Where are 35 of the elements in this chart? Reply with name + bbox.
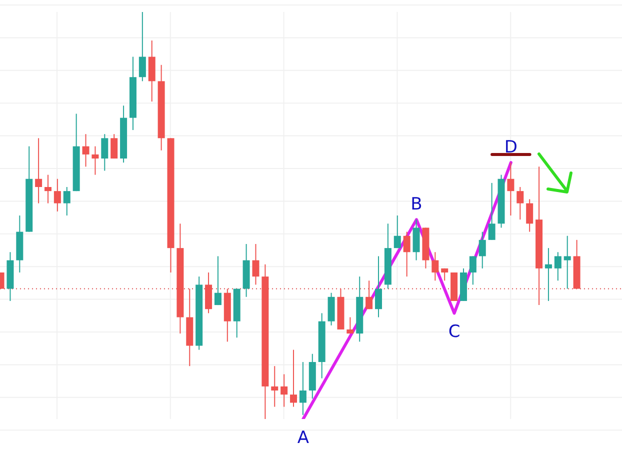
annotation: C <box>448 322 460 342</box>
candlestick <box>63 186 70 216</box>
candlestick <box>441 268 448 282</box>
candlestick <box>564 235 571 290</box>
candlestick <box>516 186 524 220</box>
candlestick <box>478 231 486 269</box>
candlestick <box>35 138 42 204</box>
candlestick <box>432 252 439 282</box>
candlestick <box>403 231 410 278</box>
candlestick <box>82 134 90 168</box>
candlestick <box>101 134 108 172</box>
candlestick <box>44 174 52 204</box>
candlestick <box>54 178 61 212</box>
candlestick <box>271 366 278 408</box>
candlestick <box>252 243 260 286</box>
annotation: D <box>504 138 518 158</box>
candlestick <box>544 248 552 302</box>
candlestick <box>110 134 118 160</box>
candlestick <box>92 146 99 176</box>
candlestick <box>214 256 222 306</box>
text: A <box>297 428 310 448</box>
candlestick <box>488 182 496 240</box>
candlestick <box>290 349 298 408</box>
annotation: B <box>410 194 422 215</box>
candlestick <box>507 162 514 216</box>
candlestick <box>375 256 382 318</box>
candlestick <box>280 374 288 408</box>
candlestick <box>394 215 401 249</box>
candlestick <box>138 12 146 82</box>
candlestick <box>554 252 562 282</box>
candlestick <box>346 316 354 334</box>
candlestick <box>526 198 534 232</box>
candlestick <box>366 280 373 310</box>
candlestick <box>299 362 306 416</box>
candlestick <box>469 256 476 286</box>
